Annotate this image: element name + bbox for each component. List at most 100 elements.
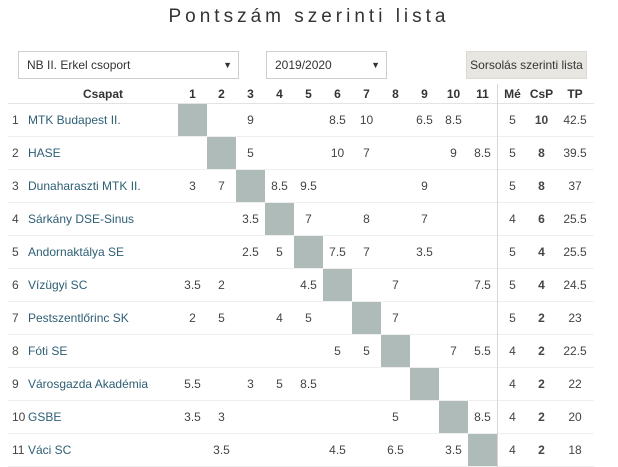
- table-header-row: Csapat 1 2 3 4 5 6 7 8 9 10 11 Mé CsP TP: [8, 84, 594, 104]
- result-cell: [207, 236, 236, 269]
- played-cell: 5: [497, 235, 527, 269]
- tp-cell: 22.5: [563, 344, 587, 358]
- result-cell: 5: [392, 410, 399, 424]
- result-cell: 2.5: [242, 245, 259, 259]
- result-cell: 5: [334, 344, 341, 358]
- tp-cell: 22: [568, 377, 582, 391]
- diagonal-cell: [439, 400, 468, 434]
- result-cell: [207, 203, 236, 236]
- result-cell: [265, 269, 294, 302]
- team-link[interactable]: Vízügyi SC: [28, 278, 88, 292]
- table-row: 7 Pestszentlőrinc SK 2 5 4 5 7 5 2 23: [8, 301, 594, 335]
- team-link[interactable]: Fóti SE: [28, 344, 68, 358]
- result-cell: [381, 104, 410, 137]
- header-tp: TP: [567, 86, 583, 101]
- header-round: 1: [189, 86, 196, 101]
- tp-cell: 39.5: [563, 146, 587, 160]
- result-cell: [178, 335, 207, 368]
- header-round: 4: [276, 86, 283, 101]
- rank-cell: 11: [12, 443, 25, 457]
- result-cell: 7: [218, 179, 225, 193]
- diagonal-cell: [207, 136, 236, 170]
- result-cell: [265, 335, 294, 368]
- result-cell: [265, 401, 294, 434]
- diagonal-cell: [236, 169, 265, 203]
- result-cell: 10: [359, 113, 374, 127]
- team-link[interactable]: Váci SC: [28, 443, 72, 457]
- team-link[interactable]: HASE: [28, 146, 61, 160]
- result-cell: 3.5: [184, 278, 201, 292]
- tp-cell: 25.5: [563, 245, 587, 259]
- result-cell: [352, 434, 381, 467]
- result-cell: [468, 368, 498, 401]
- played-cell: 4: [497, 367, 527, 401]
- rank-cell: 6: [12, 278, 19, 292]
- team-link[interactable]: MTK Budapest II.: [28, 113, 121, 127]
- played-cell: 4: [497, 202, 527, 236]
- result-cell: [381, 203, 410, 236]
- result-cell: 3.5: [213, 443, 230, 457]
- played-cell: 5: [497, 301, 527, 335]
- season-select-value: 2019/2020: [275, 58, 332, 72]
- group-select[interactable]: NB II. Erkel csoport ▼: [18, 51, 239, 79]
- result-cell: [439, 203, 468, 236]
- result-cell: 3.5: [242, 212, 259, 226]
- result-cell: [410, 302, 439, 335]
- result-cell: 8.5: [445, 113, 462, 127]
- header-team: Csapat: [82, 86, 123, 101]
- result-cell: 8: [363, 212, 370, 226]
- diagonal-cell: [323, 268, 352, 302]
- result-cell: [323, 401, 352, 434]
- played-cell: 4: [497, 334, 527, 368]
- result-cell: [410, 269, 439, 302]
- result-cell: [468, 203, 498, 236]
- team-link[interactable]: Andornaktálya SE: [28, 245, 125, 259]
- result-cell: [468, 170, 498, 203]
- result-cell: [207, 104, 236, 137]
- rank-cell: 4: [12, 212, 19, 226]
- result-cell: 2: [218, 278, 225, 292]
- header-played: Mé: [497, 84, 527, 104]
- result-cell: [323, 368, 352, 401]
- header-round: 8: [392, 86, 399, 101]
- result-cell: 5: [276, 245, 283, 259]
- csp-cell: 6: [538, 212, 545, 226]
- result-cell: [207, 335, 236, 368]
- header-round: 10: [446, 86, 461, 101]
- result-cell: [352, 170, 381, 203]
- result-cell: [265, 434, 294, 467]
- table-row: 4 Sárkány DSE-Sinus 3.5 7 8 7 4 6 25.5: [8, 202, 594, 236]
- draw-order-button[interactable]: Sorsolás szerinti lista: [466, 51, 587, 79]
- team-link[interactable]: Dunaharaszti MTK II.: [28, 179, 141, 193]
- result-cell: 5: [276, 377, 283, 391]
- team-link[interactable]: Sárkány DSE-Sinus: [28, 212, 135, 226]
- team-link[interactable]: Pestszentlőrinc SK: [28, 311, 129, 325]
- result-cell: [294, 137, 323, 170]
- result-cell: 5.5: [184, 377, 201, 391]
- tp-cell: 20: [568, 410, 582, 424]
- team-link[interactable]: Városgazda Akadémia: [28, 377, 149, 391]
- result-cell: 5: [218, 311, 225, 325]
- result-cell: 3.5: [416, 245, 433, 259]
- result-cell: [381, 170, 410, 203]
- result-cell: [410, 335, 439, 368]
- result-cell: [410, 434, 439, 467]
- result-cell: [236, 401, 265, 434]
- result-cell: 5.5: [474, 344, 491, 358]
- chevron-down-icon: ▼: [223, 60, 232, 70]
- result-cell: [381, 236, 410, 269]
- csp-cell: 2: [538, 410, 545, 424]
- team-link[interactable]: GSBE: [28, 410, 62, 424]
- result-cell: 8.5: [474, 146, 491, 160]
- season-select[interactable]: 2019/2020 ▼: [266, 51, 387, 79]
- header-round: 3: [247, 86, 254, 101]
- csp-cell: 4: [538, 278, 545, 292]
- result-cell: 3.5: [445, 443, 462, 457]
- tp-cell: 18: [568, 443, 582, 457]
- result-cell: [265, 104, 294, 137]
- result-cell: 8.5: [474, 410, 491, 424]
- result-cell: 6.5: [416, 113, 433, 127]
- result-cell: 7: [363, 245, 370, 259]
- diagonal-cell: [468, 433, 498, 467]
- table-row: 8 Fóti SE 5 5 7 5.5 4 2 22.5: [8, 334, 594, 368]
